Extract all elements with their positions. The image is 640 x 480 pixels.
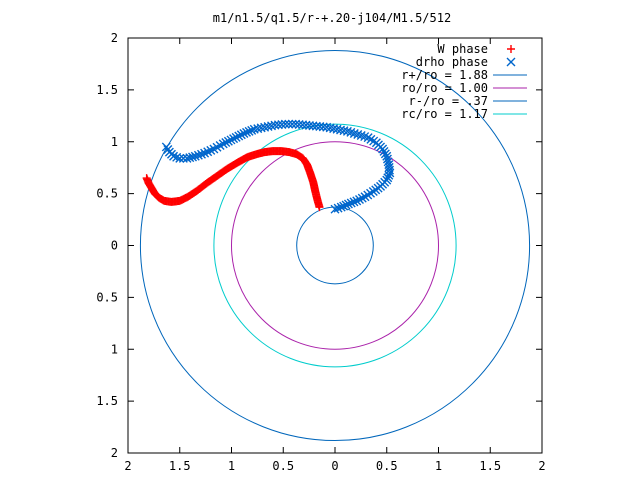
drho-phase-point xyxy=(382,154,392,164)
w-phase-point xyxy=(315,203,324,212)
x-tick-label: 1.5 xyxy=(479,459,501,473)
drho-phase-point xyxy=(357,193,367,203)
y-tick-label: 1 xyxy=(111,135,118,149)
drho-phase-point xyxy=(333,203,343,213)
y-tick-label: 1 xyxy=(111,342,118,356)
drho-phase-point xyxy=(218,139,228,149)
drho-phase-point xyxy=(322,122,332,132)
y-tick-label: 0.5 xyxy=(96,187,118,201)
y-tick-label: 0 xyxy=(111,239,118,253)
drho-phase-point xyxy=(287,119,297,129)
drho-phase-point xyxy=(163,145,173,155)
x-tick-label: 0 xyxy=(331,459,338,473)
x-axis-tick-labels: 2 1.5 1 0.5 0 0.5 1 1.5 2 xyxy=(124,459,545,473)
drho-phase-point xyxy=(277,119,287,129)
drho-phase-point xyxy=(234,131,244,141)
drho-phase-point xyxy=(196,149,206,159)
drho-phase-point xyxy=(379,146,389,156)
drho-phase-point xyxy=(161,142,171,152)
y-tick-label: 0.5 xyxy=(96,290,118,304)
legend-label: W phase xyxy=(437,42,488,56)
x-tick-label: 1.5 xyxy=(169,459,191,473)
drho-phase-point xyxy=(355,195,364,204)
drho-phase-point xyxy=(260,122,270,132)
legend-label: r-/ro = .37 xyxy=(409,94,488,108)
drho-phase-point xyxy=(253,124,263,134)
drho-phase-point xyxy=(244,126,254,136)
drho-phase-point xyxy=(284,119,294,129)
drho-phase-point xyxy=(256,123,266,133)
y-tick-label: 2 xyxy=(111,446,118,460)
drho-phase-point xyxy=(223,136,233,146)
x-tick-label: 2 xyxy=(538,459,545,473)
series-drho-phase xyxy=(161,119,395,214)
y-axis-tick-labels: 2 1.5 1 0.5 0 0.5 1 1.5 2 xyxy=(96,31,118,460)
drho-phase-point xyxy=(239,128,249,138)
legend-marker xyxy=(506,57,516,67)
drho-phase-point xyxy=(339,201,349,211)
drho-phase-point xyxy=(226,135,236,145)
drho-phase-point xyxy=(346,198,356,208)
x-tick-label: 0.5 xyxy=(376,459,398,473)
drho-phase-point xyxy=(336,202,346,212)
circle-r+/ro = 1.88 xyxy=(139,49,531,442)
x-tick-label: 0.5 xyxy=(272,459,294,473)
drho-phase-point xyxy=(349,197,359,207)
circle-ro/ro = 1.00 xyxy=(231,141,439,350)
drho-phase-point xyxy=(182,153,192,163)
drho-phase-point xyxy=(332,124,342,134)
series-W-phase xyxy=(142,147,324,212)
x-tick-label: 1 xyxy=(228,459,235,473)
x-tick-label: 1 xyxy=(435,459,442,473)
chart-title: m1/n1.5/q1.5/r-+.20-j104/M1.5/512 xyxy=(213,11,451,25)
drho-phase-point xyxy=(193,150,203,160)
drho-phase-point xyxy=(188,152,198,162)
drho-phase-point xyxy=(380,149,390,159)
drho-phase-point xyxy=(383,173,393,183)
drho-phase-point xyxy=(242,127,252,137)
legend-label: drho phase xyxy=(416,55,488,69)
circle-r-/ro = .37 xyxy=(296,206,374,285)
axis-ticks xyxy=(127,37,543,454)
drho-phase-point xyxy=(385,168,395,178)
drho-phase-point xyxy=(236,130,246,140)
legend-marker xyxy=(507,45,515,53)
drho-phase-point xyxy=(341,200,351,210)
drho-phase-point xyxy=(229,134,239,144)
legend-label: ro/ro = 1.00 xyxy=(401,81,488,95)
drho-phase-point xyxy=(185,153,195,163)
drho-phase-point xyxy=(343,199,353,209)
drho-phase-point xyxy=(175,153,185,163)
drho-phase-point xyxy=(263,122,273,132)
phase-points xyxy=(142,119,395,214)
drho-phase-point xyxy=(330,204,340,214)
drho-phase-point xyxy=(378,144,388,154)
drho-phase-point xyxy=(325,123,335,133)
y-tick-label: 1.5 xyxy=(96,83,118,97)
drho-phase-point xyxy=(336,125,346,135)
y-tick-label: 2 xyxy=(111,31,118,45)
drho-phase-point xyxy=(231,132,241,142)
circle-rc/ro = 1.17 xyxy=(213,123,457,368)
drho-phase-point xyxy=(384,170,394,180)
drho-phase-point xyxy=(190,151,200,161)
drho-phase-point xyxy=(169,151,179,161)
drho-phase-point xyxy=(221,138,231,148)
x-tick-label: 2 xyxy=(124,459,131,473)
legend-label: r+/ro = 1.88 xyxy=(401,68,488,82)
legend-label: rc/ro = 1.17 xyxy=(401,107,488,121)
drho-phase-point xyxy=(280,119,290,129)
drho-phase-point xyxy=(249,124,259,134)
drho-phase-point xyxy=(329,124,339,134)
drho-phase-point xyxy=(360,192,370,202)
drho-phase-point xyxy=(352,196,362,206)
radius-circles xyxy=(139,49,531,442)
drho-phase-point xyxy=(339,126,349,136)
drho-phase-point xyxy=(247,125,257,135)
y-tick-label: 1.5 xyxy=(96,394,118,408)
drho-phase-point xyxy=(382,151,392,161)
